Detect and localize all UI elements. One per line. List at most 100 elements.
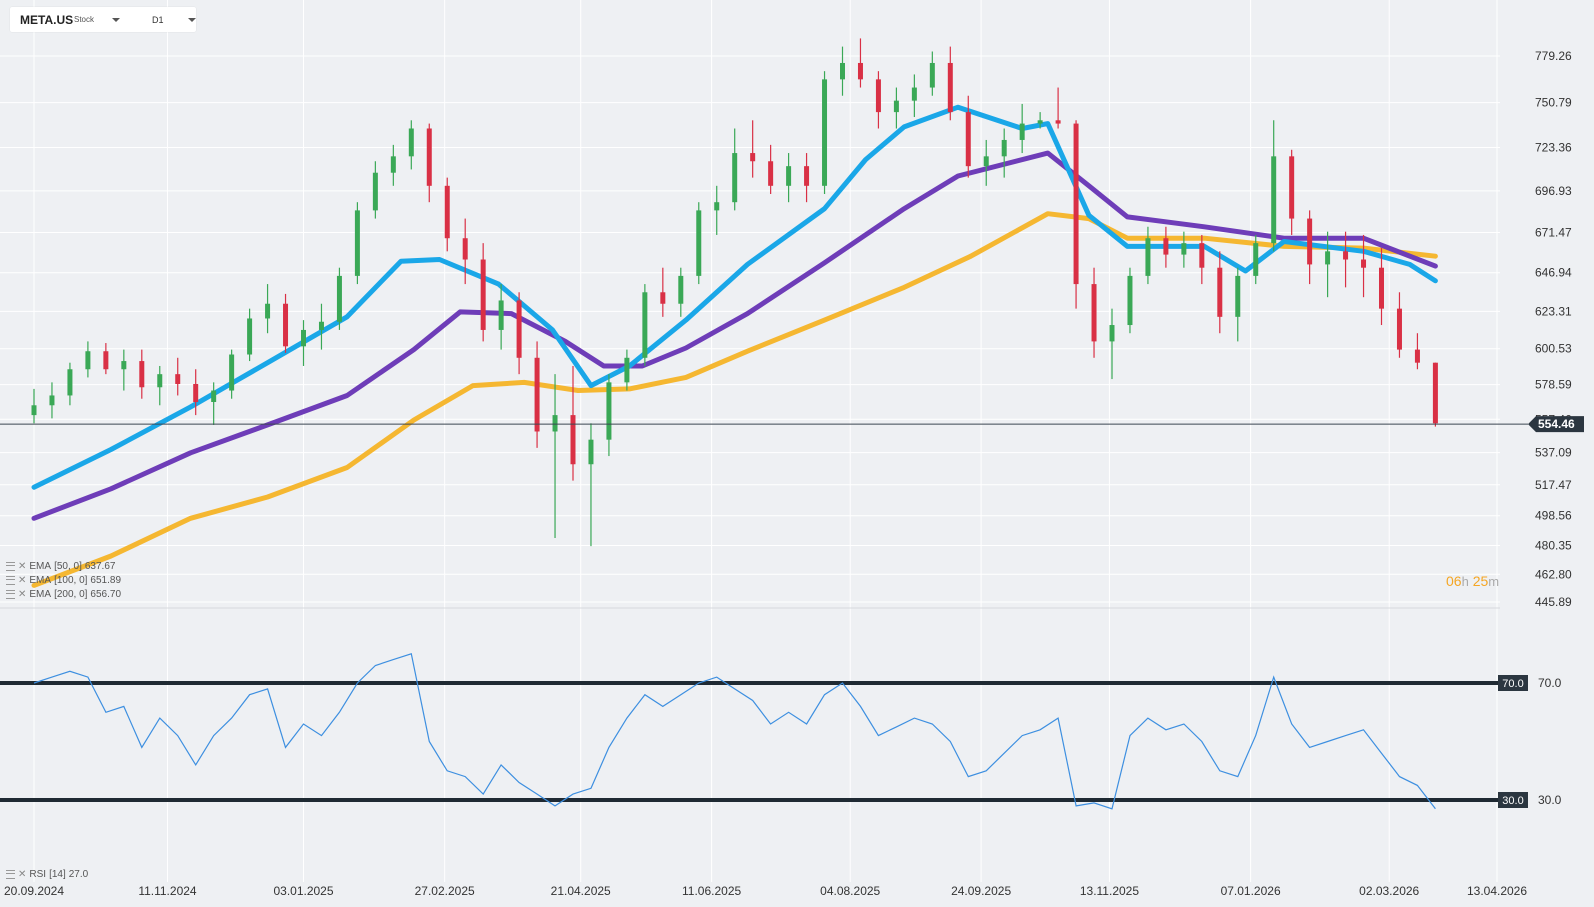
candle-body bbox=[1271, 156, 1277, 244]
candle bbox=[696, 202, 702, 285]
candle bbox=[1199, 234, 1205, 285]
candle bbox=[462, 218, 468, 285]
candle bbox=[283, 293, 289, 353]
candle-body bbox=[31, 405, 37, 416]
candle-body bbox=[390, 156, 396, 173]
timer-hours-unit: h bbox=[1461, 574, 1469, 589]
candle-body bbox=[911, 87, 917, 101]
price-tick-label: 498.56 bbox=[1535, 509, 1572, 523]
chevron-down-icon[interactable] bbox=[112, 18, 120, 22]
candle bbox=[1055, 87, 1061, 129]
candle-body bbox=[1432, 362, 1438, 424]
candle bbox=[139, 349, 145, 399]
rsi-line bbox=[33, 653, 1436, 810]
date-tick-label: 13.04.2026 bbox=[1467, 884, 1527, 898]
candle-body bbox=[588, 439, 594, 465]
date-tick-label: 11.06.2025 bbox=[682, 884, 741, 898]
candle bbox=[265, 284, 271, 334]
indicator-ema100-legend[interactable]: ✕ EMA [100, 0] 651.89 bbox=[6, 575, 121, 586]
date-tick-label: 11.11.2024 bbox=[138, 884, 197, 898]
candle bbox=[570, 365, 576, 481]
candle-body bbox=[444, 185, 450, 239]
indicator-params: [200, 0] bbox=[54, 589, 88, 600]
candle-body bbox=[1325, 251, 1331, 265]
candle-body bbox=[1001, 139, 1007, 157]
date-tick-label: 07.01.2026 bbox=[1221, 884, 1281, 898]
candle bbox=[444, 177, 450, 252]
close-icon[interactable]: ✕ bbox=[18, 561, 27, 572]
ema200-line bbox=[31, 211, 1438, 588]
candle bbox=[750, 120, 756, 178]
candle bbox=[67, 362, 73, 406]
date-tick-label: 02.03.2026 bbox=[1359, 884, 1419, 898]
candle bbox=[1181, 231, 1187, 268]
candle bbox=[390, 144, 396, 186]
candle bbox=[1145, 226, 1151, 285]
price-tick-label: 646.94 bbox=[1535, 266, 1572, 280]
candle-body bbox=[354, 210, 360, 276]
candle-body bbox=[67, 369, 73, 396]
candle bbox=[318, 303, 324, 350]
candle-body bbox=[103, 351, 109, 370]
indicator-label: EMA bbox=[29, 561, 52, 572]
candle-body bbox=[840, 62, 845, 80]
candle-body bbox=[732, 153, 738, 203]
candle-body bbox=[1145, 238, 1151, 276]
candle bbox=[929, 51, 935, 96]
candle bbox=[1343, 231, 1349, 288]
candle-body bbox=[193, 383, 199, 403]
chevron-down-icon[interactable] bbox=[188, 18, 196, 22]
candle-body bbox=[175, 374, 181, 384]
candle-body bbox=[121, 361, 127, 370]
price-tick-label: 480.35 bbox=[1535, 539, 1572, 553]
settings-icon[interactable] bbox=[6, 562, 15, 571]
indicator-ema200-legend[interactable]: ✕ EMA [200, 0] 656.70 bbox=[6, 589, 121, 600]
price-tick-label: 578.59 bbox=[1535, 378, 1572, 392]
indicator-rsi-legend[interactable]: ✕ RSI [14] 27.0 bbox=[6, 869, 88, 880]
close-icon[interactable]: ✕ bbox=[18, 589, 27, 600]
candle-body bbox=[1055, 120, 1061, 124]
candle-body bbox=[1361, 259, 1367, 268]
close-icon[interactable]: ✕ bbox=[18, 869, 27, 880]
candle bbox=[301, 320, 306, 366]
candle-body bbox=[929, 62, 935, 88]
candle-body bbox=[875, 79, 881, 113]
candle bbox=[1289, 149, 1295, 235]
price-tick-label: 517.47 bbox=[1535, 478, 1572, 492]
candle bbox=[193, 369, 199, 416]
candle bbox=[875, 71, 881, 129]
grid bbox=[0, 0, 1500, 882]
candle bbox=[857, 38, 863, 88]
candle bbox=[804, 153, 810, 203]
candle bbox=[714, 185, 720, 235]
candle bbox=[247, 308, 253, 362]
settings-icon[interactable] bbox=[6, 870, 15, 879]
candle-body bbox=[624, 357, 630, 383]
candle bbox=[732, 128, 738, 211]
candle bbox=[768, 144, 774, 195]
timeframe-label[interactable]: D1 bbox=[152, 15, 164, 25]
settings-icon[interactable] bbox=[6, 576, 15, 585]
candle-body bbox=[157, 374, 163, 388]
candle bbox=[426, 123, 432, 203]
candle bbox=[408, 120, 414, 170]
symbol-selector[interactable]: META.US Stock D1 bbox=[10, 7, 196, 32]
candle bbox=[1073, 120, 1079, 309]
candle bbox=[534, 341, 540, 448]
indicator-label: EMA bbox=[29, 589, 52, 600]
candle bbox=[1253, 234, 1259, 285]
close-icon[interactable]: ✕ bbox=[18, 575, 27, 586]
candle-body bbox=[318, 321, 324, 330]
candle-body bbox=[1019, 123, 1025, 140]
candle-body bbox=[714, 202, 720, 211]
candle bbox=[31, 388, 37, 424]
settings-icon[interactable] bbox=[6, 590, 15, 599]
price-tick-label: 445.89 bbox=[1535, 595, 1572, 609]
candle bbox=[588, 423, 594, 547]
indicator-ema50-legend[interactable]: ✕ EMA [50, 0] 637.67 bbox=[6, 561, 115, 572]
candle bbox=[1163, 226, 1169, 268]
rsi-level-badge-label: 30.0 bbox=[1502, 795, 1523, 807]
candle-body bbox=[211, 390, 217, 403]
candle bbox=[1325, 231, 1331, 298]
